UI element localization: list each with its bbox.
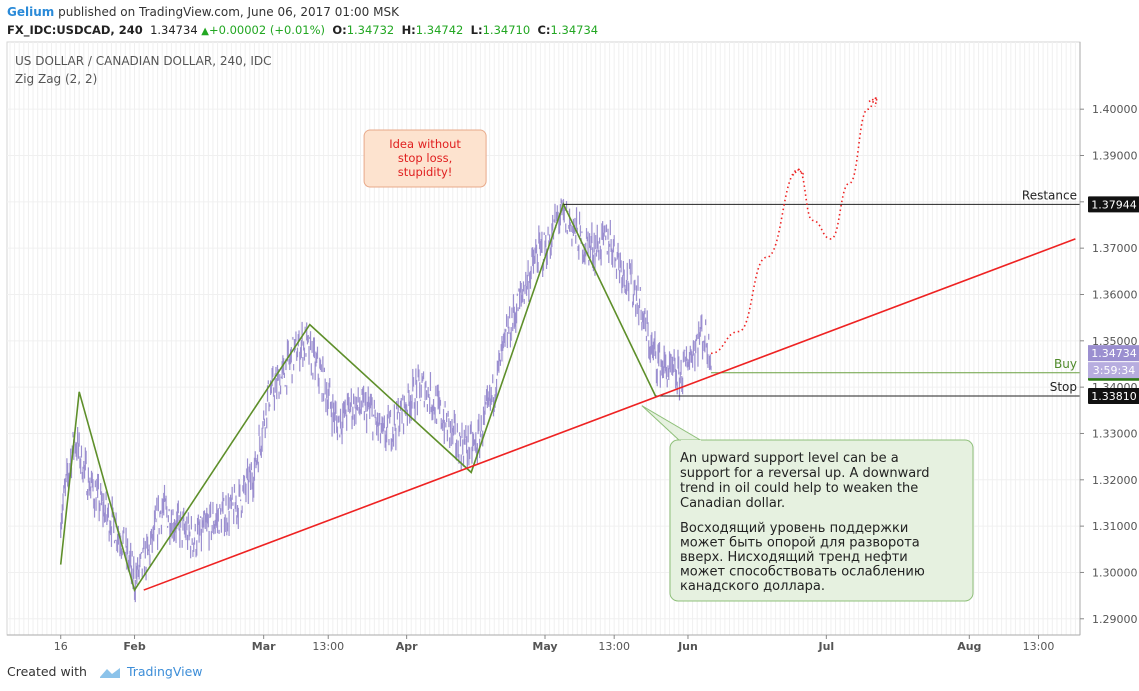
- note-text-en: support for a reversal up. A downward: [680, 466, 930, 481]
- note-text-ru: может быть опорой для разворота: [680, 536, 920, 551]
- time-tick-label: 13:00: [598, 640, 630, 653]
- forecast-arrowhead: [792, 168, 806, 176]
- callout-text: Idea without: [389, 137, 461, 151]
- time-tick-label: Jul: [817, 640, 834, 653]
- tradingview-logo-icon: [99, 667, 120, 678]
- high-value: 1.34742: [415, 23, 464, 37]
- open-label: O:: [332, 23, 347, 37]
- indicator-legend: Zig Zag (2, 2): [15, 72, 97, 86]
- price-tick-label: 1.37000: [1092, 242, 1138, 255]
- time-tick-label: Jun: [677, 640, 698, 653]
- price-tick-label: 1.36000: [1092, 288, 1138, 301]
- note-text-en: An upward support level can be a: [680, 451, 899, 466]
- support-line[interactable]: [143, 238, 1076, 591]
- footer: Created with TradingView: [7, 664, 202, 679]
- time-tick-label: 13:00: [1023, 640, 1055, 653]
- close-value: 1.34734: [550, 23, 599, 37]
- ohlc-header: FX_IDC:USDCAD, 240 1.34734 ▲+0.00002 (+0…: [7, 23, 598, 37]
- last-price-value: 1.34734: [1091, 347, 1137, 360]
- price-tick-label: 1.32000: [1092, 474, 1138, 487]
- zigzag-series: [59, 201, 657, 593]
- price-tick-label: 1.30000: [1092, 566, 1138, 579]
- open-value: 1.34732: [346, 23, 395, 37]
- price-tick-label: 1.29000: [1092, 613, 1138, 626]
- price-tick-label: 1.33000: [1092, 427, 1138, 440]
- note-box[interactable]: [669, 439, 974, 602]
- support-trendline[interactable]: [143, 238, 1076, 591]
- level-label: Stop: [1050, 380, 1077, 394]
- countdown-badge: [1088, 362, 1139, 379]
- chart-legend-title: US DOLLAR / CANADIAN DOLLAR, 240, IDC: [15, 54, 272, 68]
- last-price-badge: [1088, 345, 1139, 362]
- published-text: published on TradingView.com, June 06, 2…: [58, 5, 399, 19]
- note-text-ru: вверх. Нисходящий тренд нефти: [680, 550, 908, 565]
- time-tick-label: Apr: [396, 640, 418, 653]
- forecast-arrowhead: [868, 96, 879, 107]
- price-tick-label: 1.39000: [1092, 150, 1138, 163]
- callout-box[interactable]: [363, 129, 487, 188]
- price-tick-label: 1.35000: [1092, 335, 1138, 348]
- time-tick-label: 16: [54, 640, 68, 653]
- zigzag-line: [59, 201, 657, 593]
- created-with-text: Created with: [7, 664, 87, 679]
- time-tick-label: May: [532, 640, 557, 653]
- countdown-value: 3:59:34: [1093, 364, 1135, 377]
- time-tick-label: Feb: [123, 640, 146, 653]
- note-text-ru: Восходящий уровень поддержки: [680, 521, 908, 536]
- time-tick-label: Aug: [957, 640, 981, 653]
- note-text-en: trend in oil could help to weaken the: [680, 481, 918, 496]
- up-arrow-icon: ▲: [201, 26, 209, 37]
- callout-text: stop loss,: [398, 151, 452, 165]
- time-tick-label: Mar: [252, 640, 276, 653]
- price-tick-label: 1.31000: [1092, 520, 1138, 533]
- level-axis-badge: [1088, 387, 1139, 404]
- level-axis-value: 1.37944: [1091, 198, 1137, 211]
- level-axis-badge: [1088, 196, 1139, 213]
- forecast-path[interactable]: [710, 96, 879, 355]
- callout-text: stupidity!: [398, 165, 453, 179]
- time-tick-label: 13:00: [312, 640, 344, 653]
- low-label: L:: [470, 23, 483, 37]
- price-change: +0.00002 (+0.01%): [209, 23, 325, 37]
- price-axis[interactable]: 1.290001.300001.310001.320001.330001.340…: [1079, 42, 1139, 635]
- price-tick-label: 1.40000: [1092, 103, 1138, 116]
- level-axis-value: 1.33810: [1091, 390, 1137, 403]
- note-text-ru: может способствовать ослаблению: [680, 565, 925, 580]
- publish-info: Gelium published on TradingView.com, Jun…: [7, 5, 399, 19]
- high-label: H:: [401, 23, 416, 37]
- symbol-label: FX_IDC:USDCAD, 240: [7, 23, 143, 37]
- levels: Restance Buy Stop: [563, 188, 1080, 397]
- time-axis[interactable]: 16 Feb Mar 13:00 Apr May 13:00 Jun Jul Aug 13:00: [7, 634, 1080, 653]
- last-price: 1.34734: [150, 23, 198, 37]
- low-value: 1.34710: [482, 23, 531, 37]
- author-name[interactable]: Gelium: [7, 5, 55, 19]
- close-label: C:: [537, 23, 551, 37]
- note-text-ru: канадского доллара.: [680, 579, 825, 594]
- tradingview-brand[interactable]: TradingView: [126, 664, 203, 679]
- note-text-en: Canadian dollar.: [680, 496, 785, 511]
- level-label: Buy: [1054, 357, 1077, 371]
- level-label: Restance: [1022, 188, 1077, 202]
